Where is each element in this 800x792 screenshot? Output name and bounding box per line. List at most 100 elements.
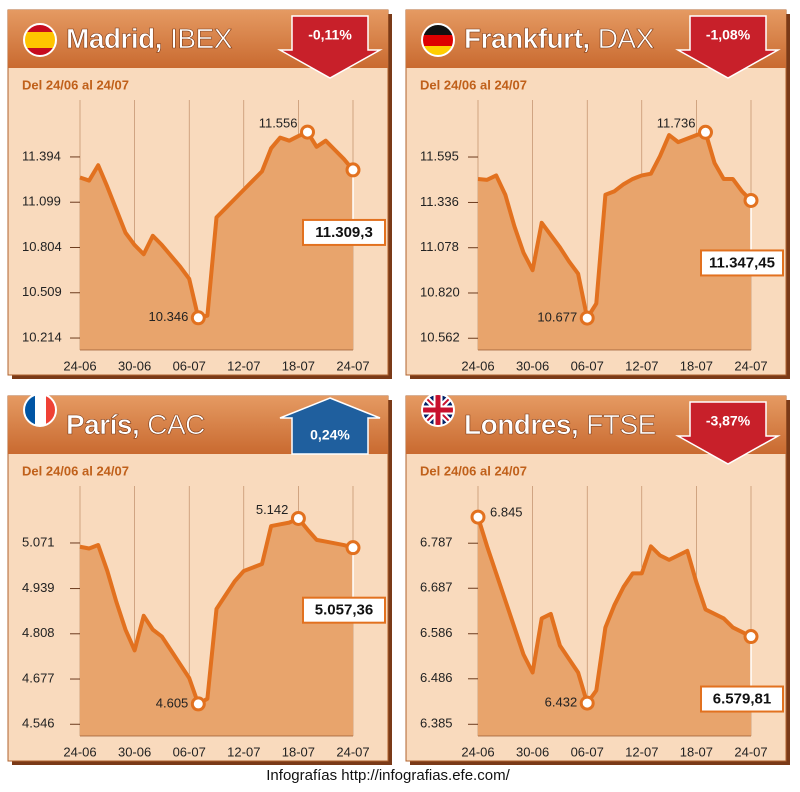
y-tick-label: 4.677	[22, 670, 55, 685]
change-label: -1,08%	[706, 27, 751, 43]
flag-spain	[23, 23, 57, 57]
x-tick-label: 06-07	[571, 358, 604, 373]
point	[743, 192, 759, 208]
title-city: Madrid,	[66, 23, 162, 54]
x-tick-label: 12-07	[227, 358, 260, 373]
y-tick-label: 4.546	[22, 716, 55, 731]
area	[478, 517, 751, 736]
point	[470, 509, 486, 525]
x-tick-label: 18-07	[680, 744, 713, 759]
y-tick-label: 10.509	[22, 284, 62, 299]
y-tick-label: 6.787	[420, 535, 453, 550]
value-label-box	[302, 218, 386, 246]
footer: Infografías http://infografias.efe.com/	[266, 767, 510, 784]
value-label: 11.347,45	[709, 254, 775, 271]
chart-title: Londres, FTSE	[464, 409, 656, 440]
chart-title: París, CAC	[66, 409, 205, 440]
x-tick-label: 18-07	[282, 744, 315, 759]
line	[79, 516, 354, 706]
x-tick-label: 24-07	[734, 358, 767, 373]
panel: Madrid, IBEX -0,11% Del 24/06 al 24/07 24-06…	[7, 9, 392, 379]
x-tick-label: 24-07	[336, 358, 369, 373]
value-label: 10.346	[149, 309, 189, 324]
value-label: 6.845	[490, 505, 523, 520]
flag-uk	[421, 393, 455, 427]
point	[190, 310, 206, 326]
y-tick-label: 11.336	[420, 194, 459, 209]
value-label: 5.142	[256, 502, 289, 517]
value-label: 11.309,3	[315, 224, 373, 241]
title-index: FTSE	[586, 409, 656, 440]
value-label: 4.605	[156, 695, 189, 710]
y-tick-label: 6.486	[420, 670, 453, 685]
y-tick-label: 4.939	[22, 580, 55, 595]
y-tick-label: 6.385	[420, 716, 453, 731]
point	[345, 162, 361, 178]
value-label-box	[700, 685, 784, 713]
flag-france	[23, 393, 57, 427]
y-tick-label: 10.804	[22, 239, 62, 254]
x-tick-label: 24-07	[734, 744, 767, 759]
y-tick-label: 11.099	[22, 194, 61, 209]
panel: Frankfurt, DAX -1,08% Del 24/06 al 24/07 24-…	[405, 9, 790, 379]
point	[579, 310, 595, 326]
title-city: Londres,	[464, 409, 578, 440]
point	[698, 124, 713, 140]
flag-germany	[421, 23, 455, 57]
y-tick-label: 10.562	[420, 330, 460, 345]
area	[478, 132, 751, 350]
title-index: DAX	[598, 23, 655, 54]
y-tick-label: 11.595	[420, 148, 459, 163]
x-tick-label: 30-06	[516, 744, 549, 759]
y-tick-label: 10.214	[22, 329, 62, 344]
x-tick-label: 24-06	[63, 744, 96, 759]
x-tick-label: 12-07	[625, 744, 658, 759]
value-label: 6.432	[545, 695, 578, 710]
value-label: 10.677	[537, 310, 577, 325]
y-tick-label: 11.394	[22, 148, 61, 163]
change-arrow	[277, 15, 383, 79]
value-label: 11.736	[657, 116, 696, 131]
subtitle: Del 24/06 al 24/07	[22, 77, 129, 92]
x-tick-label: 12-07	[625, 358, 658, 373]
panel: París, CAC 0,24% Del 24/06 al 24/07 24-06 30-…	[7, 395, 392, 765]
x-tick-label: 30-06	[118, 744, 151, 759]
y-tick-label: 10.820	[420, 284, 460, 299]
x-tick-label: 24-07	[336, 744, 369, 759]
panels: Madrid, IBEX -0,11% Del 24/06 al 24/07 24-06…	[7, 9, 790, 765]
subtitle: Del 24/06 al 24/07	[420, 463, 527, 478]
x-tick-label: 30-06	[516, 358, 549, 373]
title-city: París,	[66, 409, 139, 440]
point	[743, 629, 759, 645]
title-city: Frankfurt,	[464, 23, 590, 54]
y-tick-label: 6.687	[420, 580, 453, 595]
x-tick-label: 18-07	[282, 358, 315, 373]
title-index: IBEX	[170, 23, 233, 54]
y-tick-label: 11.078	[420, 239, 459, 254]
change-arrow	[675, 401, 781, 465]
x-tick-label: 30-06	[118, 358, 151, 373]
x-tick-label: 24-06	[461, 744, 494, 759]
x-tick-label: 06-07	[173, 744, 206, 759]
value-label-box	[302, 596, 386, 624]
x-tick-label: 24-06	[461, 358, 494, 373]
point	[345, 540, 361, 556]
value-label-box	[700, 249, 784, 277]
point	[300, 124, 315, 140]
y-tick-label: 4.808	[22, 625, 55, 640]
subtitle: Del 24/06 al 24/07	[420, 77, 527, 92]
change-label: -0,11%	[308, 27, 352, 43]
value-label: 5.057,36	[315, 602, 373, 619]
point	[290, 510, 306, 526]
x-tick-label: 06-07	[173, 358, 206, 373]
line	[476, 516, 752, 706]
change-label: -3,87%	[706, 413, 751, 429]
point	[190, 696, 206, 712]
chart-title: Frankfurt, DAX	[464, 23, 655, 54]
panel: Londres, FTSE -3,87% Del 24/06 al 24/07 24-0…	[405, 395, 790, 765]
change-label: 0,24%	[310, 427, 350, 443]
x-tick-label: 24-06	[63, 358, 96, 373]
value-label: 6.579,81	[713, 691, 771, 708]
